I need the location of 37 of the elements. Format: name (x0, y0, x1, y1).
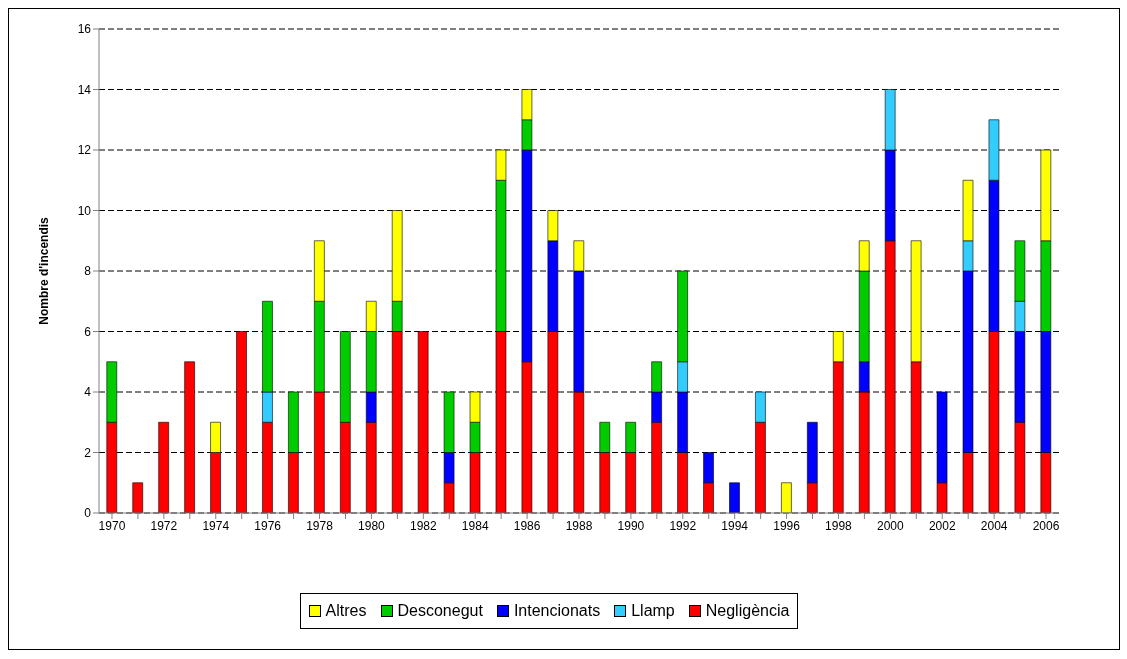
y-axis-title: Nombre d'incendis (37, 216, 52, 325)
x-tick-label: 2006 (1032, 518, 1060, 533)
y-tick-label: 8 (84, 264, 92, 279)
bar (781, 482, 792, 513)
x-tick-label: 1998 (825, 518, 853, 533)
x-tick-label: 2000 (877, 518, 905, 533)
legend-label: Negligència (704, 602, 790, 620)
y-tick-label: 0 (84, 506, 92, 521)
x-tick-label: 2004 (980, 518, 1008, 533)
y-tick-label: 12 (77, 143, 92, 158)
y-tick-label: 14 (77, 82, 92, 97)
bar (132, 482, 144, 513)
x-tick-label: 2002 (928, 518, 956, 533)
x-tick-label: 1978 (306, 518, 334, 533)
x-tick-label: 1992 (669, 518, 697, 533)
bar (729, 482, 740, 513)
y-tick-label: 16 (77, 22, 92, 37)
x-tick-label: 1984 (461, 518, 489, 533)
x-tick-label: 1972 (150, 518, 178, 533)
x-tick-label: 1994 (721, 518, 749, 533)
x-tick-label: 1970 (98, 518, 126, 533)
y-tick-label: 2 (84, 445, 92, 460)
x-tick-label: 1996 (773, 518, 801, 533)
legend-label: Intencionats (512, 602, 601, 620)
y-tick-label: 4 (84, 385, 92, 400)
legend-label: Llamp (630, 602, 675, 620)
y-tick-label: 10 (77, 203, 92, 218)
legend-label: Altres (324, 602, 367, 620)
y-tick-label: 6 (84, 324, 92, 339)
x-tick-label: 1990 (617, 518, 645, 533)
legend-label: Desconegut (396, 602, 483, 620)
x-tick-label: 1986 (513, 518, 541, 533)
x-tick-label: 1982 (409, 518, 437, 533)
x-tick-label: 1980 (358, 518, 386, 533)
x-tick-label: 1974 (202, 518, 230, 533)
x-tick-label: 1976 (254, 518, 282, 533)
x-tick-label: 1988 (565, 518, 593, 533)
